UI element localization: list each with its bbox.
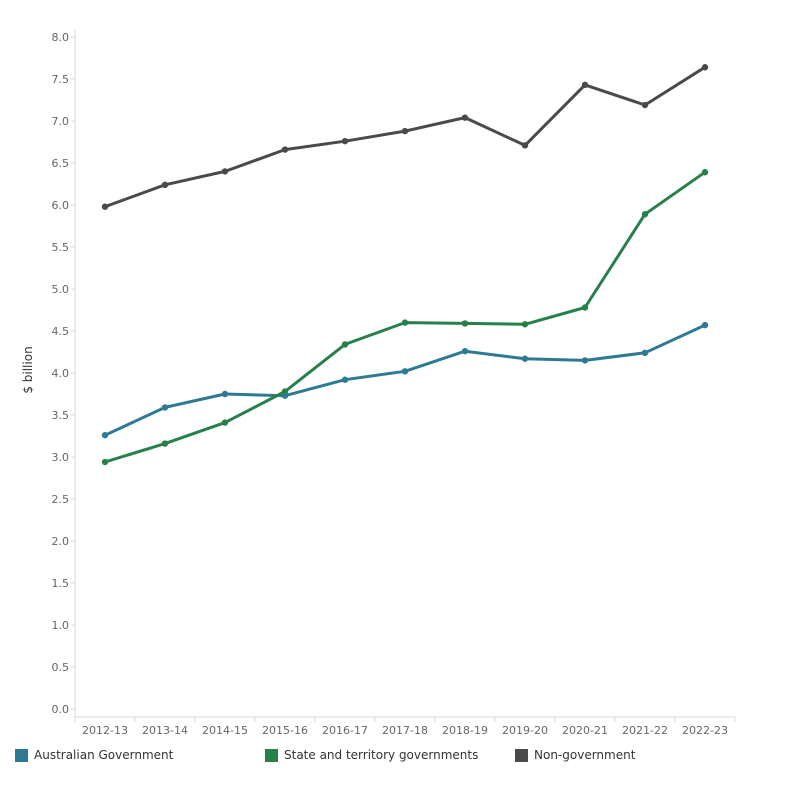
data-point [581,304,589,311]
data-point [521,142,529,149]
data-point [101,458,109,466]
legend-item: Non-government [515,748,635,762]
y-tick-label: 2.5 [52,493,70,506]
x-tick-label: 2015-16 [262,724,308,737]
data-point [641,211,649,218]
y-tick-label: 1.0 [52,619,70,632]
legend-item: Australian Government [15,748,173,762]
y-tick-label: 4.0 [52,367,70,380]
data-point [701,169,709,176]
y-tick-label: 7.5 [52,73,70,86]
x-tick-label: 2017-18 [382,724,428,737]
data-point [161,181,169,189]
legend-label: Non-government [534,748,636,762]
legend-label: Australian Government [34,748,174,762]
data-point [221,419,229,426]
data-point [101,203,109,210]
data-point [401,319,409,326]
y-tick-label: 3.5 [52,409,70,422]
series-line-2 [103,65,707,209]
data-point [161,440,169,447]
data-point [701,64,709,71]
legend-label: State and territory governments [284,748,479,762]
y-tick-label: 7.0 [52,115,70,128]
legend: Australian Government State and territory… [0,748,800,768]
y-tick-label: 4.5 [52,325,70,338]
series-line-1 [103,170,707,464]
x-tick-label: 2019-20 [502,724,548,737]
data-point [341,341,349,348]
data-point [521,355,529,362]
y-tick-label: 2.0 [52,535,70,548]
data-point [281,388,289,395]
data-point [401,368,409,375]
x-tick-label: 2012-13 [82,724,128,737]
data-point [461,320,469,327]
data-point [281,146,289,153]
y-tick-label: 1.5 [52,577,70,590]
data-point [221,168,229,175]
y-tick-label: 0.0 [52,703,70,716]
y-tick-label: 8.0 [52,31,70,44]
x-tick-label: 2016-17 [322,724,368,737]
data-point [161,404,169,411]
y-tick-label: 5.0 [52,283,70,296]
y-tick-label: 5.5 [52,241,70,254]
legend-swatch [265,748,278,762]
y-tick-label: 3.0 [52,451,70,464]
y-tick-label: 0.5 [52,661,70,674]
x-tick-label: 2022-23 [682,724,728,737]
data-point [461,114,469,121]
data-point [101,431,109,439]
x-tick-label: 2021-22 [622,724,668,737]
y-tick-label: 6.0 [52,199,70,212]
series-line-0 [103,323,707,437]
legend-item: State and territory governments [265,748,478,762]
data-point [641,101,649,109]
data-point [461,347,469,355]
x-tick-label: 2014-15 [202,724,248,737]
data-point [341,376,349,383]
data-point [401,127,409,135]
y-tick-label: 6.5 [52,157,70,170]
data-point [221,390,229,398]
x-tick-label: 2013-14 [142,724,188,737]
x-tick-label: 2018-19 [442,724,488,737]
data-point [581,81,589,89]
data-point [581,357,589,364]
legend-swatch [515,748,528,762]
legend-swatch [15,748,28,762]
x-tick-label: 2020-21 [562,724,608,737]
data-point [341,137,349,145]
data-point [641,349,649,357]
data-point [521,321,529,328]
data-point [701,321,709,329]
y-axis-title: $ billion [21,346,35,393]
